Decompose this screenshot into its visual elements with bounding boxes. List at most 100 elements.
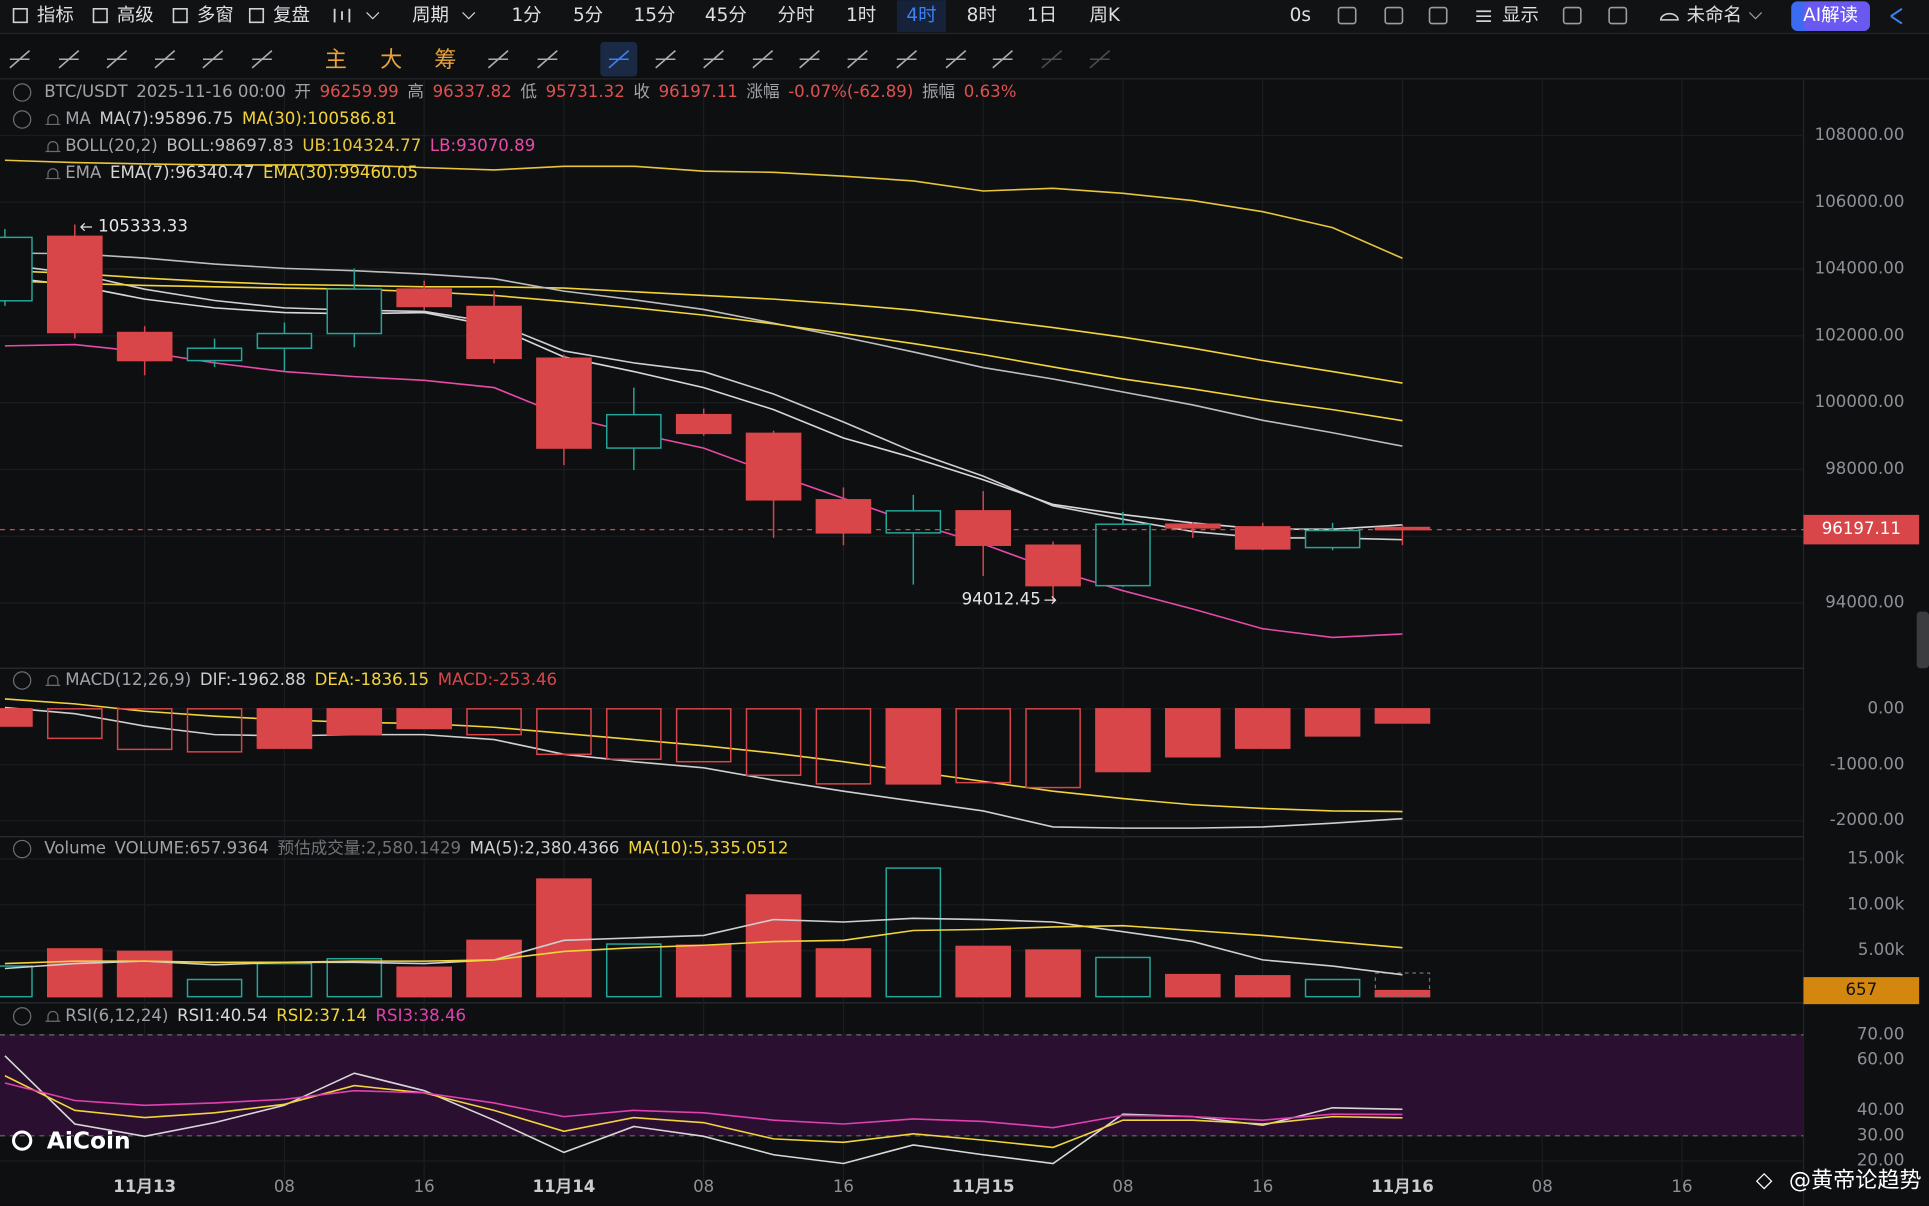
volume-bar	[1374, 989, 1431, 998]
y-tick-label: -2000.00	[1830, 810, 1905, 829]
macd-bar	[256, 708, 313, 749]
drawing-tool[interactable]	[752, 50, 774, 69]
indicator-name: MACD(12,26,9)	[65, 670, 191, 689]
indicator-name: MA	[65, 109, 91, 128]
workspace-name[interactable]: 未命名	[1687, 5, 1742, 26]
candle-body	[396, 288, 452, 308]
drawing-tool[interactable]	[799, 50, 820, 69]
macd-bar	[885, 708, 942, 785]
volume-bar	[1025, 949, 1081, 998]
period-item[interactable]: 1日	[1027, 5, 1057, 26]
period-item[interactable]: 周K	[1089, 5, 1120, 26]
last-price-label: 96197.11	[1822, 519, 1901, 538]
toggle-icon[interactable]	[12, 110, 32, 129]
alert-icon[interactable]	[45, 168, 61, 180]
toolbar-icon	[1660, 12, 1679, 21]
toolbar-icon[interactable]	[1562, 6, 1582, 25]
ai-button-label[interactable]: AI解读	[1803, 5, 1858, 26]
period-item[interactable]: 5分	[573, 5, 603, 26]
low-annotation: 94012.45	[962, 590, 1041, 609]
candle-body	[675, 413, 732, 435]
toolbar-icon[interactable]	[1384, 6, 1404, 25]
drawing-tool[interactable]	[608, 50, 630, 69]
drawing-tool[interactable]	[945, 50, 967, 69]
volume-bar	[326, 957, 383, 998]
macd-bar	[326, 708, 383, 736]
y-tick-label: 106000.00	[1815, 192, 1905, 211]
y-tick-label: 5.00k	[1858, 940, 1905, 959]
candle-body	[745, 432, 802, 501]
toolbar-item[interactable]: 多窗	[197, 5, 234, 26]
toolbar-icon	[333, 8, 351, 23]
drawing-mode[interactable]: 筹	[434, 47, 456, 73]
volume-bar	[46, 948, 103, 998]
toggle-icon[interactable]	[12, 83, 32, 102]
ohlc-value: 96337.82	[433, 82, 512, 101]
legend-entry: DEA:-1836.15	[315, 670, 430, 689]
y-tick-label: 10.00k	[1847, 894, 1905, 913]
volume-bar	[675, 944, 732, 998]
alert-icon[interactable]	[45, 1010, 61, 1022]
volume-bar	[1304, 978, 1361, 998]
macd-bar	[606, 708, 662, 760]
drawing-tool[interactable]	[106, 50, 128, 69]
macd-bar	[1234, 708, 1291, 749]
drawing-tool[interactable]	[703, 50, 724, 69]
period-item[interactable]: 15分	[634, 5, 676, 26]
drawing-tool[interactable]	[655, 50, 676, 69]
y-tick-label: 70.00	[1857, 1024, 1905, 1043]
drawing-mode[interactable]: 主	[325, 47, 347, 73]
drawing-tool[interactable]	[896, 50, 918, 69]
toolbar-icon[interactable]	[1428, 6, 1448, 25]
ohlc-value: 96259.99	[320, 82, 399, 101]
alert-icon[interactable]	[45, 114, 61, 126]
indicator-line	[4, 343, 1403, 639]
drawing-tool[interactable]	[9, 50, 31, 69]
side-handle[interactable]	[1916, 611, 1929, 669]
share-icon[interactable]	[1890, 7, 1903, 25]
ohlc-value: 95731.32	[546, 82, 625, 101]
drawing-tool[interactable]	[251, 50, 273, 69]
drawing-tool[interactable]	[202, 50, 224, 69]
ai-button-glow	[1803, 1, 1870, 31]
alert-icon[interactable]	[45, 675, 61, 687]
drawing-tool[interactable]	[847, 50, 868, 69]
toggle-icon[interactable]	[12, 839, 32, 859]
drawing-mode[interactable]: 大	[380, 47, 402, 73]
period-item[interactable]: 分时	[778, 5, 815, 26]
period-item[interactable]: 8时	[967, 5, 997, 26]
toolbar-item[interactable]: 显示	[1502, 5, 1539, 26]
toggle-icon[interactable]	[12, 671, 32, 690]
legend-entry: UB:104324.77	[302, 136, 421, 155]
period-item[interactable]: 4时	[906, 5, 936, 26]
dropdown-caret	[366, 12, 380, 20]
volume-bar	[815, 948, 872, 998]
candle-body	[1095, 523, 1151, 587]
drawing-tool[interactable]	[487, 50, 509, 69]
toolbar-icon[interactable]	[1337, 6, 1357, 25]
period-item[interactable]: 45分	[705, 5, 747, 26]
drawing-tool[interactable]	[537, 50, 558, 69]
period-label[interactable]: 周期	[412, 5, 449, 26]
toolbar-icon	[1476, 10, 1492, 22]
macd-line	[4, 698, 1403, 813]
toolbar-item[interactable]: 复盘	[273, 5, 310, 26]
drawing-tool[interactable]	[58, 50, 80, 69]
x-tick-label: 11月13	[113, 1177, 176, 1196]
period-item[interactable]: 1分	[511, 5, 541, 26]
volume-bar	[396, 966, 452, 998]
toolbar-item[interactable]: 高级	[117, 5, 154, 26]
drawing-tool[interactable]	[992, 50, 1014, 69]
legend-entry: BOLL:98697.83	[166, 136, 293, 155]
toolbar-icon[interactable]	[1608, 6, 1628, 25]
toggle-icon[interactable]	[12, 1007, 32, 1026]
high-annotation: 105333.33	[98, 217, 188, 236]
alert-icon[interactable]	[45, 141, 61, 153]
toolbar-item[interactable]: 指标	[37, 5, 74, 26]
drawing-tool[interactable]	[154, 50, 176, 69]
drawing-tool[interactable]	[1089, 50, 1111, 69]
volume-estimate	[1374, 972, 1431, 998]
y-tick-label: 104000.00	[1815, 259, 1905, 278]
drawing-tool[interactable]	[1041, 50, 1063, 69]
period-item[interactable]: 1时	[846, 5, 876, 26]
